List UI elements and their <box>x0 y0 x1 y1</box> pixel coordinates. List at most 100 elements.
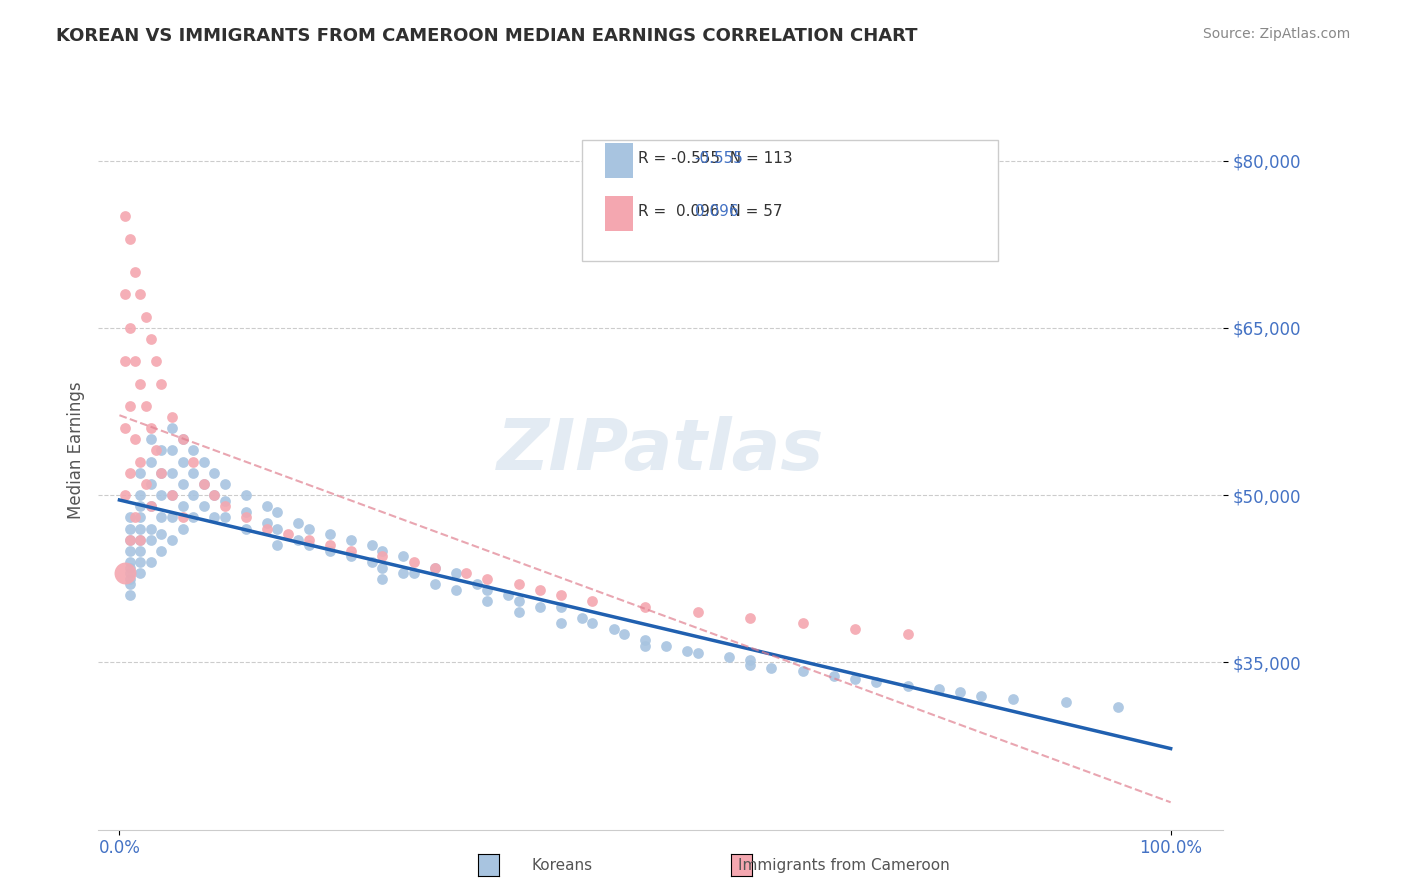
Point <box>897 679 920 693</box>
Point <box>118 522 141 536</box>
Point <box>118 399 141 413</box>
Point <box>529 599 551 614</box>
Point <box>114 566 136 581</box>
Point <box>129 455 152 469</box>
Point <box>129 566 152 581</box>
Point <box>844 672 866 686</box>
Point <box>844 622 866 636</box>
Point <box>360 538 382 552</box>
Point <box>160 421 183 435</box>
Point <box>371 560 394 574</box>
Point <box>581 616 603 631</box>
Point <box>235 488 257 502</box>
Point <box>150 544 173 558</box>
Point <box>135 310 157 324</box>
Point <box>139 455 162 469</box>
Point <box>150 510 173 524</box>
Point <box>256 516 278 530</box>
Point <box>145 443 167 458</box>
Point <box>129 500 152 514</box>
Point <box>371 544 394 558</box>
Point <box>139 500 162 514</box>
FancyBboxPatch shape <box>582 139 998 260</box>
Point <box>181 443 204 458</box>
Point <box>202 488 225 502</box>
Point <box>129 533 152 547</box>
Point <box>465 577 488 591</box>
Point <box>181 510 204 524</box>
Point <box>686 646 709 660</box>
Point <box>339 533 361 547</box>
Point <box>124 265 146 279</box>
Point <box>298 533 321 547</box>
Point <box>792 665 814 679</box>
Point <box>193 477 215 491</box>
Text: ZIPatlas: ZIPatlas <box>498 416 824 485</box>
Point <box>444 582 467 597</box>
Point <box>172 522 194 536</box>
Point <box>172 500 194 514</box>
Point <box>118 510 141 524</box>
Point <box>160 510 183 524</box>
Point <box>949 685 972 699</box>
Point <box>193 455 215 469</box>
Point <box>145 354 167 368</box>
Point <box>287 516 309 530</box>
Point <box>124 510 146 524</box>
Point <box>181 455 204 469</box>
Point <box>1107 699 1129 714</box>
Point <box>181 466 204 480</box>
Point <box>114 488 136 502</box>
Point <box>135 399 157 413</box>
Text: Koreans: Koreans <box>531 858 593 872</box>
Point <box>686 605 709 619</box>
Point <box>339 544 361 558</box>
Point <box>823 669 845 683</box>
FancyBboxPatch shape <box>605 144 633 178</box>
Point <box>318 544 340 558</box>
Point <box>139 500 162 514</box>
Point <box>602 622 624 636</box>
Point <box>360 555 382 569</box>
Point <box>266 538 288 552</box>
Point <box>477 594 499 608</box>
Point <box>676 644 699 658</box>
Point <box>114 354 136 368</box>
Point <box>718 649 741 664</box>
Point <box>150 466 173 480</box>
Point <box>508 605 530 619</box>
Point <box>392 566 415 581</box>
Point <box>444 566 467 581</box>
Point <box>266 505 288 519</box>
Point <box>571 611 593 625</box>
Point <box>139 533 162 547</box>
Point <box>172 477 194 491</box>
Point <box>550 589 572 603</box>
Point <box>193 477 215 491</box>
Point <box>118 555 141 569</box>
Point <box>129 533 152 547</box>
Point <box>740 653 762 667</box>
Point <box>897 627 920 641</box>
Point <box>129 287 152 301</box>
Point <box>129 522 152 536</box>
Point <box>172 510 194 524</box>
Point <box>129 555 152 569</box>
Point <box>256 522 278 536</box>
Point <box>508 594 530 608</box>
Point <box>371 549 394 564</box>
Point <box>928 682 950 697</box>
Point <box>118 544 141 558</box>
Point <box>129 376 152 391</box>
Point <box>150 466 173 480</box>
Point <box>139 332 162 346</box>
FancyBboxPatch shape <box>605 196 633 230</box>
Point <box>214 493 236 508</box>
Point <box>214 510 236 524</box>
Point <box>655 639 678 653</box>
Point <box>181 488 204 502</box>
Point <box>118 560 141 574</box>
Point <box>508 577 530 591</box>
Point <box>150 376 173 391</box>
Point <box>318 527 340 541</box>
